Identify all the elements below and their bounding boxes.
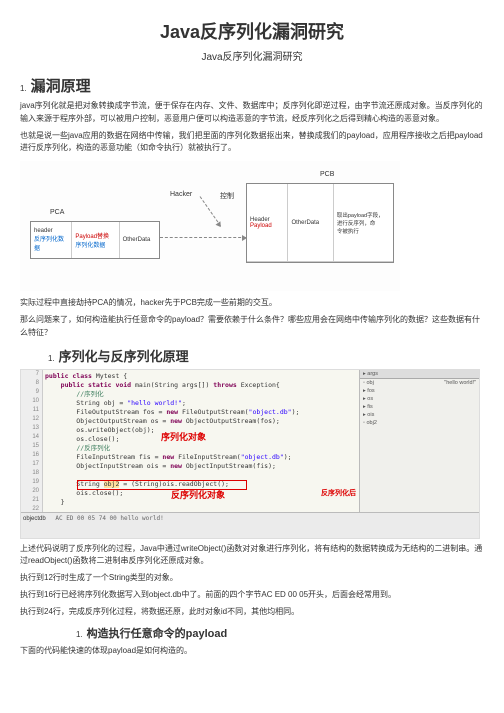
label-control: 控制 xyxy=(220,191,234,201)
cell-other: OtherData xyxy=(291,220,329,226)
cell-desc: 进行反序列，命 xyxy=(337,219,390,227)
paragraph: java序列化就是把对象转换成字节流，便于保存在内存、文件、数据库中；反序列化即… xyxy=(20,100,484,126)
paragraph: 执行到12行时生成了一个String类型的对象。 xyxy=(20,572,484,585)
page-title: Java反序列化漏洞研究 xyxy=(20,18,484,44)
h1-text: 漏洞原理 xyxy=(31,75,91,96)
arrow-hacker xyxy=(200,196,221,226)
paragraph: 下面的代码能快速的体现payload是如何构造的。 xyxy=(20,645,484,658)
paragraph: 执行到16行已经将序列化数据写入到object.db中了。前面的四个字节AC E… xyxy=(20,589,484,602)
page-subtitle: Java反序列化漏洞研究 xyxy=(20,48,484,63)
arrow-1 xyxy=(160,237,246,238)
bottom-label: objectdb xyxy=(23,516,46,522)
h2-text: 序列化与反序列化原理 xyxy=(59,346,189,365)
paragraph: 也就是说一些java应用的数据在网络中传输，我们把里面的序列化数据抠出来，替换成… xyxy=(20,130,484,156)
label-pcb: PCB xyxy=(320,171,334,178)
cell-desc: 令被执行 xyxy=(337,227,390,235)
paragraph: 执行到24行，完成反序列化过程，将数据还原，此时对象id不同，其他均相同。 xyxy=(20,606,484,619)
label-pca: PCA xyxy=(50,209,64,216)
heading-3: 1. 构造执行任意命令的payload xyxy=(76,625,484,641)
cell-payload: Payload xyxy=(250,223,284,229)
flow-diagram: PCA PCB Hacker 控制 header 反序列化数据 Payload替… xyxy=(20,161,400,291)
pcb-box: Header Payload OtherData 取出payload字段， 进行… xyxy=(246,183,394,263)
h1-number: 1. xyxy=(20,84,27,93)
annotation-serialize: 序列化对象 xyxy=(161,430,206,443)
cell-other: OtherData xyxy=(123,237,156,243)
pca-box: header 反序列化数据 Payload替换 序列化数据 OtherData xyxy=(30,221,160,259)
h3-text: 构造执行任意命令的payload xyxy=(87,625,228,641)
heading-2: 1. 序列化与反序列化原理 xyxy=(48,346,484,365)
cell-serialize: 反序列化数据 xyxy=(34,234,68,252)
cell-desc: 取出payload字段， xyxy=(337,211,390,219)
heading-1: 1. 漏洞原理 xyxy=(20,75,484,96)
h3-number: 1. xyxy=(76,630,83,639)
h2-number: 1. xyxy=(48,354,55,363)
cell-payload-replace: Payload替换 xyxy=(75,231,115,240)
ide-bottom-panel: objectdb AC ED 00 05 74 00 hello world! xyxy=(21,512,479,538)
paragraph: 那么问题来了，如何构造能执行任意命令的payload？需要依赖于什么条件？哪些应… xyxy=(20,314,484,340)
hex-dump: AC ED 00 05 74 00 hello world! xyxy=(55,515,163,522)
label-hacker: Hacker xyxy=(170,191,192,198)
annotation-after: 反序列化后 xyxy=(321,488,356,498)
paragraph: 上述代码说明了反序列化的过程，Java中通过writeObject()函数对对象… xyxy=(20,543,484,569)
code-screenshot: 78910111213141516171819202122 public cla… xyxy=(20,369,480,539)
cell-serialize-data: 序列化数据 xyxy=(75,240,115,249)
red-highlight-box xyxy=(77,480,247,490)
paragraph: 实际过程中直接劫持PCA的情况，hacker先于PCB完成一些前期的交互。 xyxy=(20,297,484,310)
